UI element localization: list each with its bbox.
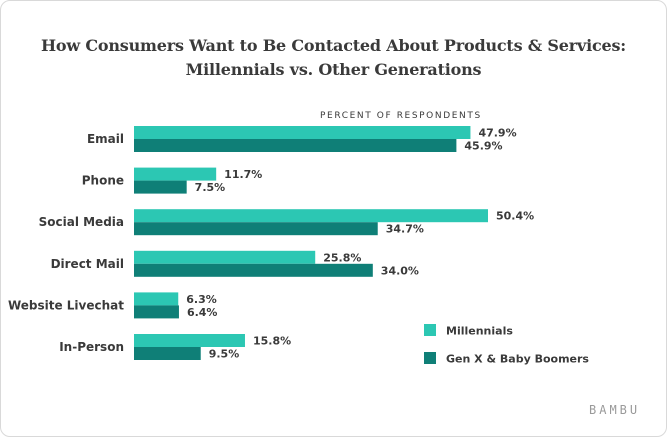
chart-title-line1: How Consumers Want to Be Contacted About…: [41, 36, 626, 55]
bar-website-livechat-genx-boomers: [134, 305, 179, 319]
data-label-email-genx-boomers: 45.9%: [464, 140, 502, 153]
legend-swatch-genx-boomers: [424, 352, 436, 364]
category-label-in-person: In-Person: [59, 340, 124, 354]
bar-in-person-millennials: [134, 334, 245, 347]
legend-label-genx-boomers: Gen X & Baby Boomers: [446, 353, 589, 366]
legend-swatch-millennials: [424, 324, 436, 336]
category-label-website-livechat: Website Livechat: [8, 298, 124, 312]
chart-title: How Consumers Want to Be Contacted About…: [0, 34, 667, 82]
data-label-social-media-millennials: 50.4%: [496, 210, 534, 223]
bar-email-millennials: [134, 126, 471, 139]
bar-direct-mail-genx-boomers: [134, 263, 373, 277]
category-label-email: Email: [87, 132, 124, 146]
category-label-social-media: Social Media: [39, 215, 124, 229]
data-label-direct-mail-millennials: 25.8%: [323, 251, 361, 264]
data-label-website-livechat-millennials: 6.3%: [186, 293, 217, 306]
bar-social-media-genx-boomers: [134, 222, 378, 236]
category-label-direct-mail: Direct Mail: [51, 257, 124, 271]
data-label-phone-genx-boomers: 7.5%: [195, 181, 226, 194]
bar-social-media-millennials: [134, 209, 488, 223]
axis-label: PERCENT OF RESPONDENTS: [320, 111, 482, 121]
data-label-email-millennials: 47.9%: [478, 127, 516, 140]
data-label-phone-millennials: 11.7%: [224, 168, 262, 181]
data-label-website-livechat-genx-boomers: 6.4%: [187, 306, 218, 319]
data-label-in-person-millennials: 15.8%: [253, 335, 291, 348]
bar-in-person-genx-boomers: [134, 347, 201, 360]
bar-phone-millennials: [134, 167, 217, 181]
brand-logo: BAMBU: [589, 403, 641, 417]
data-label-social-media-genx-boomers: 34.7%: [386, 223, 424, 236]
category-label-phone: Phone: [82, 174, 124, 188]
data-label-direct-mail-genx-boomers: 34.0%: [381, 264, 419, 277]
bar-direct-mail-millennials: [134, 250, 316, 264]
legend-label-millennials: Millennials: [446, 325, 513, 338]
data-label-in-person-genx-boomers: 9.5%: [209, 348, 240, 361]
bar-phone-genx-boomers: [134, 180, 187, 194]
bar-email-genx-boomers: [134, 139, 457, 152]
bar-website-livechat-millennials: [134, 292, 179, 306]
chart-title-line2: Millennials vs. Other Generations: [185, 60, 482, 79]
